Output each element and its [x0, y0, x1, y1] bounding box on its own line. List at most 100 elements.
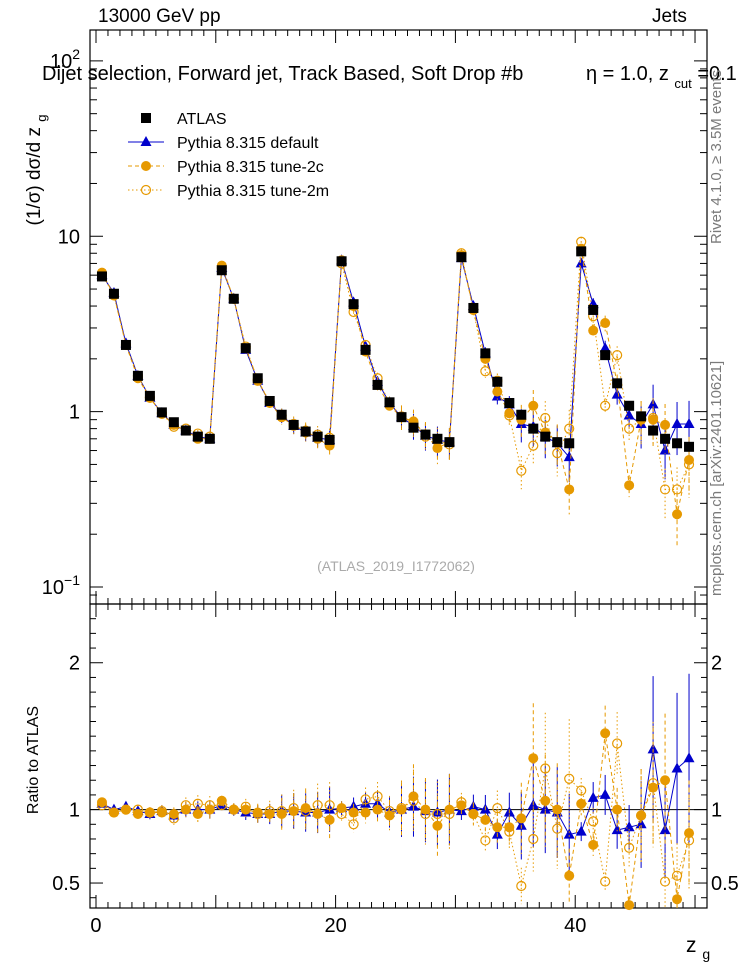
ratio-point-ring — [432, 808, 443, 820]
main-point-atlas — [168, 417, 179, 428]
x-tick-label: 40 — [564, 915, 586, 937]
y-tick-label-base: 10 — [50, 51, 72, 73]
ratio-point-ring — [132, 804, 144, 815]
main-point-ring — [624, 423, 635, 434]
main-point-atlas — [564, 438, 575, 449]
main-point-atlas — [672, 438, 683, 449]
plot-title-tail: =0.1 — [697, 63, 736, 85]
main-point-atlas — [132, 370, 143, 381]
main-point-dot — [588, 325, 599, 336]
ratio-point-ring — [96, 800, 108, 811]
watermark-label: (ATLAS_2019_I1772062) — [317, 558, 475, 574]
y-tick-label-right: 1 — [711, 800, 722, 822]
main-point-atlas — [240, 343, 251, 354]
ratio-point-ring — [636, 810, 647, 821]
main-point-atlas — [216, 265, 227, 276]
ratio-point-ring — [264, 805, 275, 817]
ratio-point-dot — [516, 813, 527, 824]
ratio-point-ring — [671, 870, 683, 881]
main-point-ring — [600, 400, 611, 411]
main-point-atlas — [552, 437, 563, 448]
ratio-point-tri — [683, 752, 695, 763]
ratio-point-ring — [504, 826, 515, 837]
ratio-point-ring — [372, 791, 383, 802]
main-series-layer — [96, 236, 695, 546]
ratio-point-dot — [684, 828, 695, 839]
ratio-point-dot — [528, 753, 539, 764]
ratio-point-ring — [420, 808, 431, 820]
ratio-point-ring — [252, 808, 263, 820]
plot-title-cut: cut — [674, 76, 692, 91]
ratio-point-dot — [348, 807, 359, 818]
main-point-atlas — [360, 344, 371, 355]
ratio-point-ring — [336, 808, 347, 820]
energy-label: 13000 GeV pp — [98, 6, 221, 27]
ratio-series-layer — [96, 673, 695, 911]
ratio-point-ring — [492, 803, 503, 814]
ratio-point-ring — [288, 803, 299, 814]
main-point-atlas — [624, 400, 635, 411]
main-point-atlas — [468, 302, 479, 313]
ratio-point-dot — [624, 900, 635, 911]
main-point-ring — [528, 440, 539, 451]
y-tick-label-left: 0.5 — [52, 873, 80, 895]
ratio-panel-frame — [89, 603, 708, 909]
x-tick-label: 20 — [324, 915, 346, 937]
x-axis-label-sub: g — [702, 946, 710, 962]
ratio-point-ring — [408, 795, 419, 806]
x-axis-label: z g — [686, 934, 710, 962]
ratio-point-tri — [575, 825, 587, 836]
main-point-ring — [480, 366, 491, 377]
legend-marker — [141, 113, 151, 123]
ratio-point-tri — [539, 803, 551, 814]
main-point-ring — [647, 412, 659, 424]
ratio-point-tri — [611, 824, 623, 835]
legend-marker — [140, 136, 152, 146]
ratio-point-tri — [671, 762, 683, 773]
main-point-atlas — [336, 256, 347, 267]
ratio-point-dot — [660, 775, 671, 786]
main-point-atlas — [204, 433, 215, 444]
main-point-dot — [528, 400, 539, 411]
rivet-label: Rivet 4.1.0, ≥ 3.5M events — [708, 69, 725, 244]
y-tick-label: 10−1 — [42, 572, 80, 599]
main-point-atlas — [300, 426, 311, 437]
ratio-point-ring — [168, 813, 179, 824]
ratio-line-2 — [101, 743, 690, 887]
ratio-point-ring — [564, 773, 575, 784]
main-point-dot — [564, 484, 575, 495]
main-point-tri — [599, 342, 611, 353]
main-point-atlas — [156, 407, 167, 418]
ratio-point-ring — [552, 823, 563, 834]
ratio-point-ring — [276, 805, 287, 817]
main-y-axis-label-sub: g — [34, 115, 49, 122]
y-tick-label: 1 — [69, 402, 80, 424]
ratio-point-tri — [635, 818, 647, 829]
ratio-point-ring — [516, 880, 527, 892]
x-tick-label: 0 — [90, 915, 101, 937]
ratio-point-dot — [612, 804, 623, 815]
main-point-atlas — [264, 395, 275, 406]
main-point-ring — [671, 484, 683, 495]
main-point-atlas — [600, 350, 611, 361]
ratio-point-ring — [528, 833, 539, 845]
ratio-point-ring — [588, 816, 599, 827]
ratio-point-ring — [480, 835, 491, 846]
main-point-atlas — [576, 246, 587, 257]
legend: ATLAS Pythia 8.315 default Pythia 8.315 tu… — [128, 111, 329, 200]
main-line-3 — [101, 241, 690, 490]
ratio-point-ring — [576, 785, 587, 796]
plot-title: Dijet selection, Forward jet, Track Base… — [42, 63, 737, 93]
ratio-point-tri — [563, 828, 575, 839]
main-point-dot — [660, 419, 671, 430]
main-point-atlas — [504, 397, 515, 408]
ratio-point-ring — [659, 876, 671, 887]
main-point-atlas — [408, 422, 419, 433]
main-point-atlas — [120, 339, 131, 350]
ratio-point-dot — [228, 804, 239, 815]
main-point-dot — [600, 318, 611, 329]
ratio-point-ring — [192, 798, 203, 809]
main-point-atlas — [588, 304, 599, 315]
